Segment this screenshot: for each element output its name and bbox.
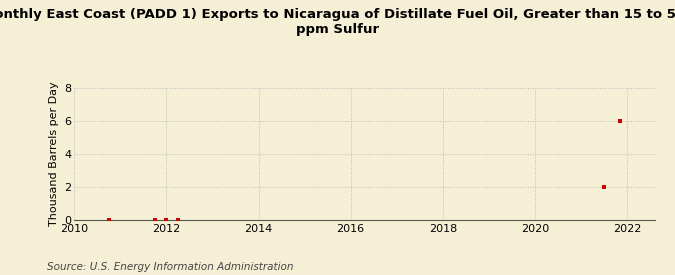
Point — [149, 218, 160, 222]
Text: Source: U.S. Energy Information Administration: Source: U.S. Energy Information Administ… — [47, 262, 294, 272]
Point — [103, 218, 114, 222]
Point — [615, 119, 626, 123]
Point — [161, 218, 172, 222]
Point — [173, 218, 184, 222]
Y-axis label: Thousand Barrels per Day: Thousand Barrels per Day — [49, 82, 59, 226]
Point — [599, 185, 610, 189]
Text: Monthly East Coast (PADD 1) Exports to Nicaragua of Distillate Fuel Oil, Greater: Monthly East Coast (PADD 1) Exports to N… — [0, 8, 675, 36]
